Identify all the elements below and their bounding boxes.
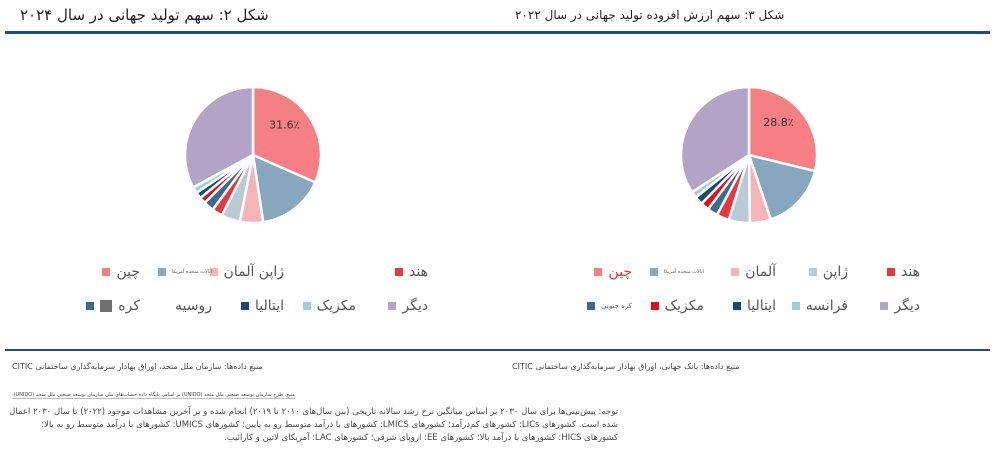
legend-swatch	[302, 302, 311, 310]
footer-divider	[5, 349, 990, 351]
legend-item: مکزیک	[632, 297, 704, 315]
legend-item: ایتالیا	[212, 297, 284, 315]
legend-item: کره جنوبی	[560, 297, 632, 315]
legend-item: مکزیک	[284, 297, 356, 315]
legend-swatch	[102, 268, 111, 276]
figure-3-title: شکل ۳: سهم ارزش افزوده تولید جهانی در سا…	[515, 8, 785, 22]
footnote: توجه: پیش‌بینی‌ها برای سال ۲۰۳۰ بر اساس …	[9, 407, 618, 443]
legend-label: کره جنوبی	[601, 302, 632, 310]
legend-label: ایالات متحده آمریکا	[663, 269, 704, 275]
legend-item: فرانسه	[776, 297, 848, 315]
legend-swatch	[880, 302, 889, 310]
legend-label: آلمان	[745, 264, 776, 280]
legend-swatch	[808, 268, 817, 276]
legend-swatch	[594, 268, 603, 276]
legend-swatch	[791, 302, 800, 310]
legend-label: دیگر	[402, 298, 428, 314]
pie-slice	[251, 85, 323, 185]
legend-label: ایتالیا	[254, 298, 284, 314]
legend-label: مکزیک	[316, 298, 356, 314]
legend-item: ژاپن آلمان	[209, 263, 284, 281]
legend-label: ایتالیا	[746, 298, 776, 314]
legend-label: چین	[116, 264, 140, 280]
pie-slice	[183, 85, 255, 190]
legend-item: چین	[68, 263, 140, 281]
legend-swatch	[649, 268, 658, 276]
legend-swatch	[209, 268, 218, 276]
legend-item: هند	[848, 263, 920, 281]
legend-2024: هند ژاپن آلمان ایالات متحده آمریکا چین دیگر م…	[68, 263, 428, 315]
legend-swatch	[887, 268, 896, 276]
legend-swatch	[100, 300, 113, 312]
legend-label: هند	[901, 264, 920, 280]
pie-slice	[679, 85, 751, 194]
legend-swatch	[731, 268, 740, 276]
legend-label: مکزیک	[664, 298, 704, 314]
legend-swatch	[388, 302, 397, 310]
legend-label: کره	[118, 298, 140, 314]
pie-chart-2022: 28.8٪	[679, 85, 819, 225]
legend-swatch	[587, 302, 596, 310]
legend-item: ژاپن	[776, 263, 848, 281]
legend-item: ایالات متحده آمریکا	[140, 263, 212, 281]
legend-label: ژاپن آلمان	[223, 264, 284, 280]
legend-swatch	[86, 302, 95, 310]
slice-label: 28.8٪	[763, 116, 793, 129]
pie-chart-2024: 31.6٪	[183, 85, 323, 225]
legend-item: هند	[356, 263, 428, 281]
source-left: منبع داده‌ها: سازمان ملل متحد، اوراق بها…	[12, 362, 263, 371]
legend-item: دیگر	[848, 297, 920, 315]
legend-item: کره	[68, 297, 140, 315]
legend-2022: هند ژاپن آلمان ایالات متحده آمریکا چین دیگر فر…	[560, 263, 920, 315]
legend-item: چین	[560, 263, 632, 281]
pie-slice	[747, 85, 819, 173]
legend-swatch	[240, 302, 249, 310]
legend-label: ژاپن	[822, 264, 848, 280]
legend-label: هند	[409, 264, 428, 280]
legend-label: ایالات متحده آمریکا	[171, 269, 212, 275]
legend-swatch	[732, 302, 741, 310]
legend-item: ایالات متحده آمریکا	[632, 263, 704, 281]
legend-item: آلمان	[704, 263, 776, 281]
legend-item	[284, 263, 356, 281]
pie-slice	[251, 152, 317, 224]
figure-2-title: شکل ۲: سهم تولید جهانی در سال ۲۰۲۴	[20, 6, 269, 24]
source-small: منبع: طرح سازمان توسعه صنعتی ملل متحد (U…	[12, 392, 295, 399]
legend-label: فرانسه	[805, 298, 848, 314]
legend-item: ایتالیا	[704, 297, 776, 315]
legend-swatch	[650, 302, 659, 310]
header-divider	[5, 31, 990, 34]
legend-label: روسیه	[175, 298, 212, 314]
pie-charts: 31.6٪ 28.8٪	[183, 85, 819, 225]
slice-label: 31.6٪	[269, 119, 299, 132]
legend-item: دیگر	[356, 297, 428, 315]
legend-label: چین	[608, 264, 632, 280]
legend-item: روسیه	[140, 297, 212, 315]
legend-swatch	[157, 268, 166, 276]
legend-label: دیگر	[894, 298, 920, 314]
source-right: منبع داده‌ها: بانک جهانی، اوراق بهادار س…	[512, 362, 740, 371]
legend-swatch	[395, 268, 404, 276]
